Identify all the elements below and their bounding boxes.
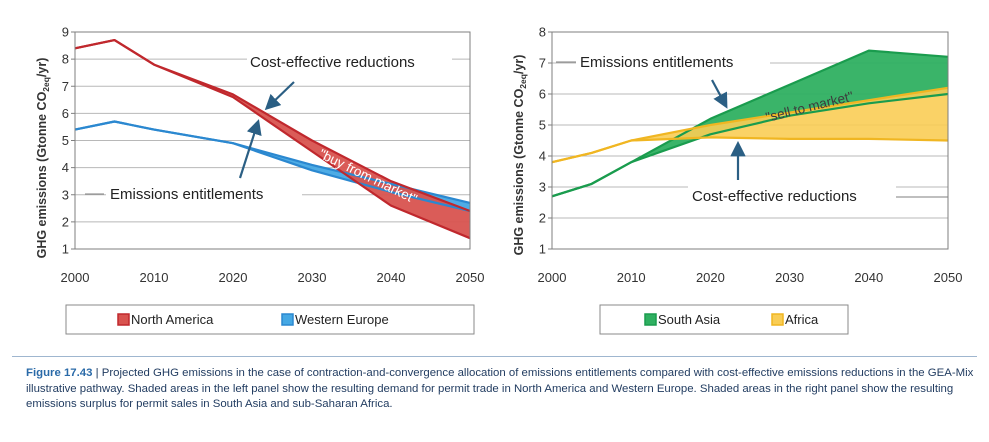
right-x-tick-label: 2050 <box>934 270 963 285</box>
western-europe-cost-effective-line <box>74 120 471 204</box>
left-legend-box <box>65 304 475 335</box>
left-x-tick-label: 2040 <box>377 270 406 285</box>
left-x-tick-label: 2020 <box>219 270 248 285</box>
right-y-axis-label: GHG emissions (Gtonne CO2eq/yr) <box>512 55 528 256</box>
right-shaded-areas <box>552 50 948 197</box>
caption-divider <box>12 356 977 357</box>
legend-label-south-asia: South Asia <box>658 312 721 327</box>
left-x-tick-label: 2000 <box>61 270 90 285</box>
left-y-tick-label: 2 <box>62 214 69 229</box>
right-cost-effective-label-bg <box>688 184 896 206</box>
left-y-tick-label: 3 <box>62 187 69 202</box>
left-entitlements-label-bg <box>106 182 302 204</box>
right-y-tick-label: 5 <box>539 118 546 133</box>
right-x-tick-label: 2000 <box>538 270 567 285</box>
right-entitlements-arrow <box>711 79 728 109</box>
right-chart-panel: 1 2 3 4 5 6 7 8 2000 2010 2020 2030 2040 2050 GHG em… <box>512 25 962 335</box>
left-y-tick-label: 7 <box>62 79 69 94</box>
left-cost-effective-label: Cost-effective reductions <box>250 54 415 71</box>
south-asia-cost-effective-line <box>551 92 949 198</box>
right-cost-effective-label: Cost-effective reductions <box>692 188 857 205</box>
left-y-tick-label: 5 <box>62 133 69 148</box>
right-entitlements-label-bg <box>576 50 770 72</box>
north-america-shaded-area <box>75 40 470 239</box>
legend-label-north-america: North America <box>131 312 214 327</box>
left-y-tick-label: 8 <box>62 52 69 67</box>
right-y-tick-label: 3 <box>539 180 546 195</box>
right-x-tick-label: 2040 <box>854 270 883 285</box>
north-america-cost-effective-line <box>74 39 471 213</box>
right-legend-box <box>599 304 849 335</box>
legend-swatch-south-asia <box>644 313 657 326</box>
left-entitlements-arrow <box>238 119 262 179</box>
left-y-tick-label: 1 <box>62 242 69 257</box>
right-x-tick-labels: 2000 2010 2020 2030 2040 2050 <box>538 270 963 285</box>
right-y-tick-label: 1 <box>539 242 546 257</box>
left-y-tick-label: 4 <box>62 160 69 175</box>
left-cost-effective-label-bg <box>247 50 452 72</box>
right-y-tick-labels: 1 2 3 4 5 6 7 8 <box>539 25 552 257</box>
legend-swatch-western-europe <box>281 313 294 326</box>
left-x-tick-labels: 2000 2010 2020 2030 2040 2050 <box>61 270 485 285</box>
left-entitlements-label: Emissions entitlements <box>110 186 263 203</box>
right-x-tick-label: 2030 <box>775 270 804 285</box>
right-y-tick-label: 7 <box>539 56 546 71</box>
right-series-lines <box>551 49 949 198</box>
left-y-tick-label: 6 <box>62 106 69 121</box>
left-y-tick-labels: 1 2 3 4 5 6 7 8 9 <box>62 25 75 257</box>
legend-label-africa: Africa <box>785 312 819 327</box>
right-x-tick-label: 2010 <box>617 270 646 285</box>
left-series-lines <box>74 39 471 240</box>
left-shaded-areas <box>75 40 470 239</box>
right-y-tick-label: 4 <box>539 149 546 164</box>
legend-label-western-europe: Western Europe <box>295 312 389 327</box>
right-entitlements-label: Emissions entitlements <box>580 54 733 71</box>
right-plot-frame <box>551 31 949 250</box>
left-x-tick-label: 2030 <box>298 270 327 285</box>
left-y-tick-label: 9 <box>62 25 69 40</box>
left-y-axis-label: GHG emissions (Gtonne CO2eq/yr) <box>35 58 51 259</box>
left-x-tick-label: 2010 <box>140 270 169 285</box>
left-chart-panel: 1 2 3 4 5 6 7 8 9 2000 2010 2020 2030 2040 2050 GHG e… <box>35 25 484 335</box>
right-y-tick-label: 6 <box>539 87 546 102</box>
left-x-tick-label: 2050 <box>456 270 485 285</box>
figure-caption-label: Figure 17.43 <box>26 367 93 379</box>
figure-caption: Figure 17.43 | Projected GHG emissions i… <box>26 366 976 413</box>
right-y-tick-label: 8 <box>539 25 546 40</box>
right-x-tick-label: 2020 <box>696 270 725 285</box>
legend-swatch-africa <box>771 313 784 326</box>
figure-caption-text: | Projected GHG emissions in the case of… <box>26 367 974 411</box>
left-cost-effective-arrow <box>264 81 295 111</box>
africa-cost-effective-line <box>551 136 949 164</box>
legend-swatch-north-america <box>117 313 130 326</box>
right-y-tick-label: 2 <box>539 211 546 226</box>
